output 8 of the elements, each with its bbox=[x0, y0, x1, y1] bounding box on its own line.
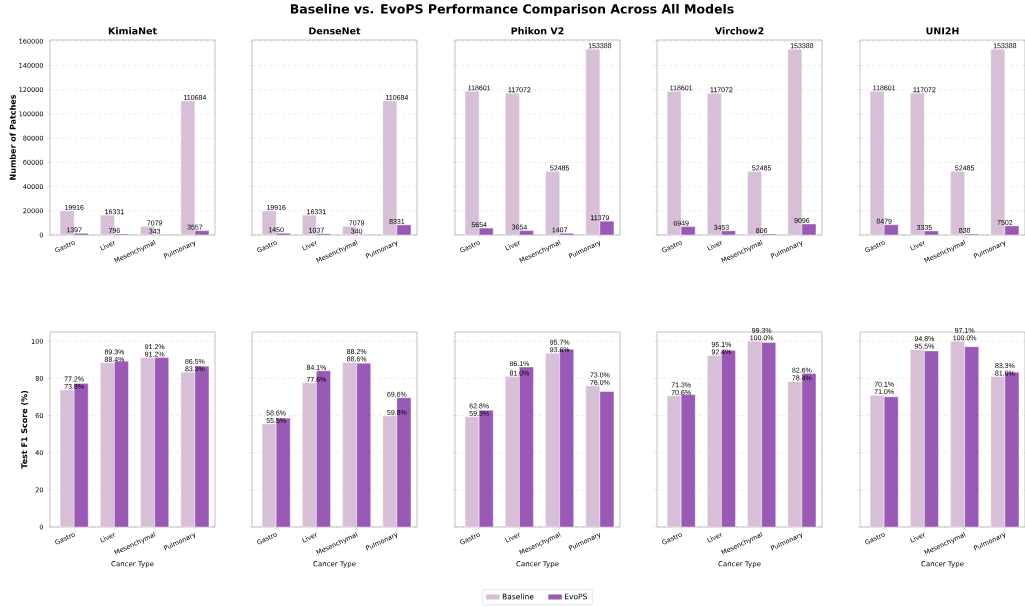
y-axis-title: Test F1 Score (%) bbox=[21, 390, 29, 469]
chart-title: DenseNet bbox=[309, 27, 361, 35]
chart-title: UNI2H bbox=[926, 27, 959, 35]
text: Baseline vs. EvoPS Performance Comparison Across All Models bbox=[290, 3, 734, 17]
chart-title: KimiaNet bbox=[108, 27, 157, 35]
chart-title: Virchow2 bbox=[714, 27, 764, 35]
y-axis-title: Number of Patches bbox=[9, 94, 16, 180]
chart-title: Phikon V2 bbox=[511, 27, 564, 35]
